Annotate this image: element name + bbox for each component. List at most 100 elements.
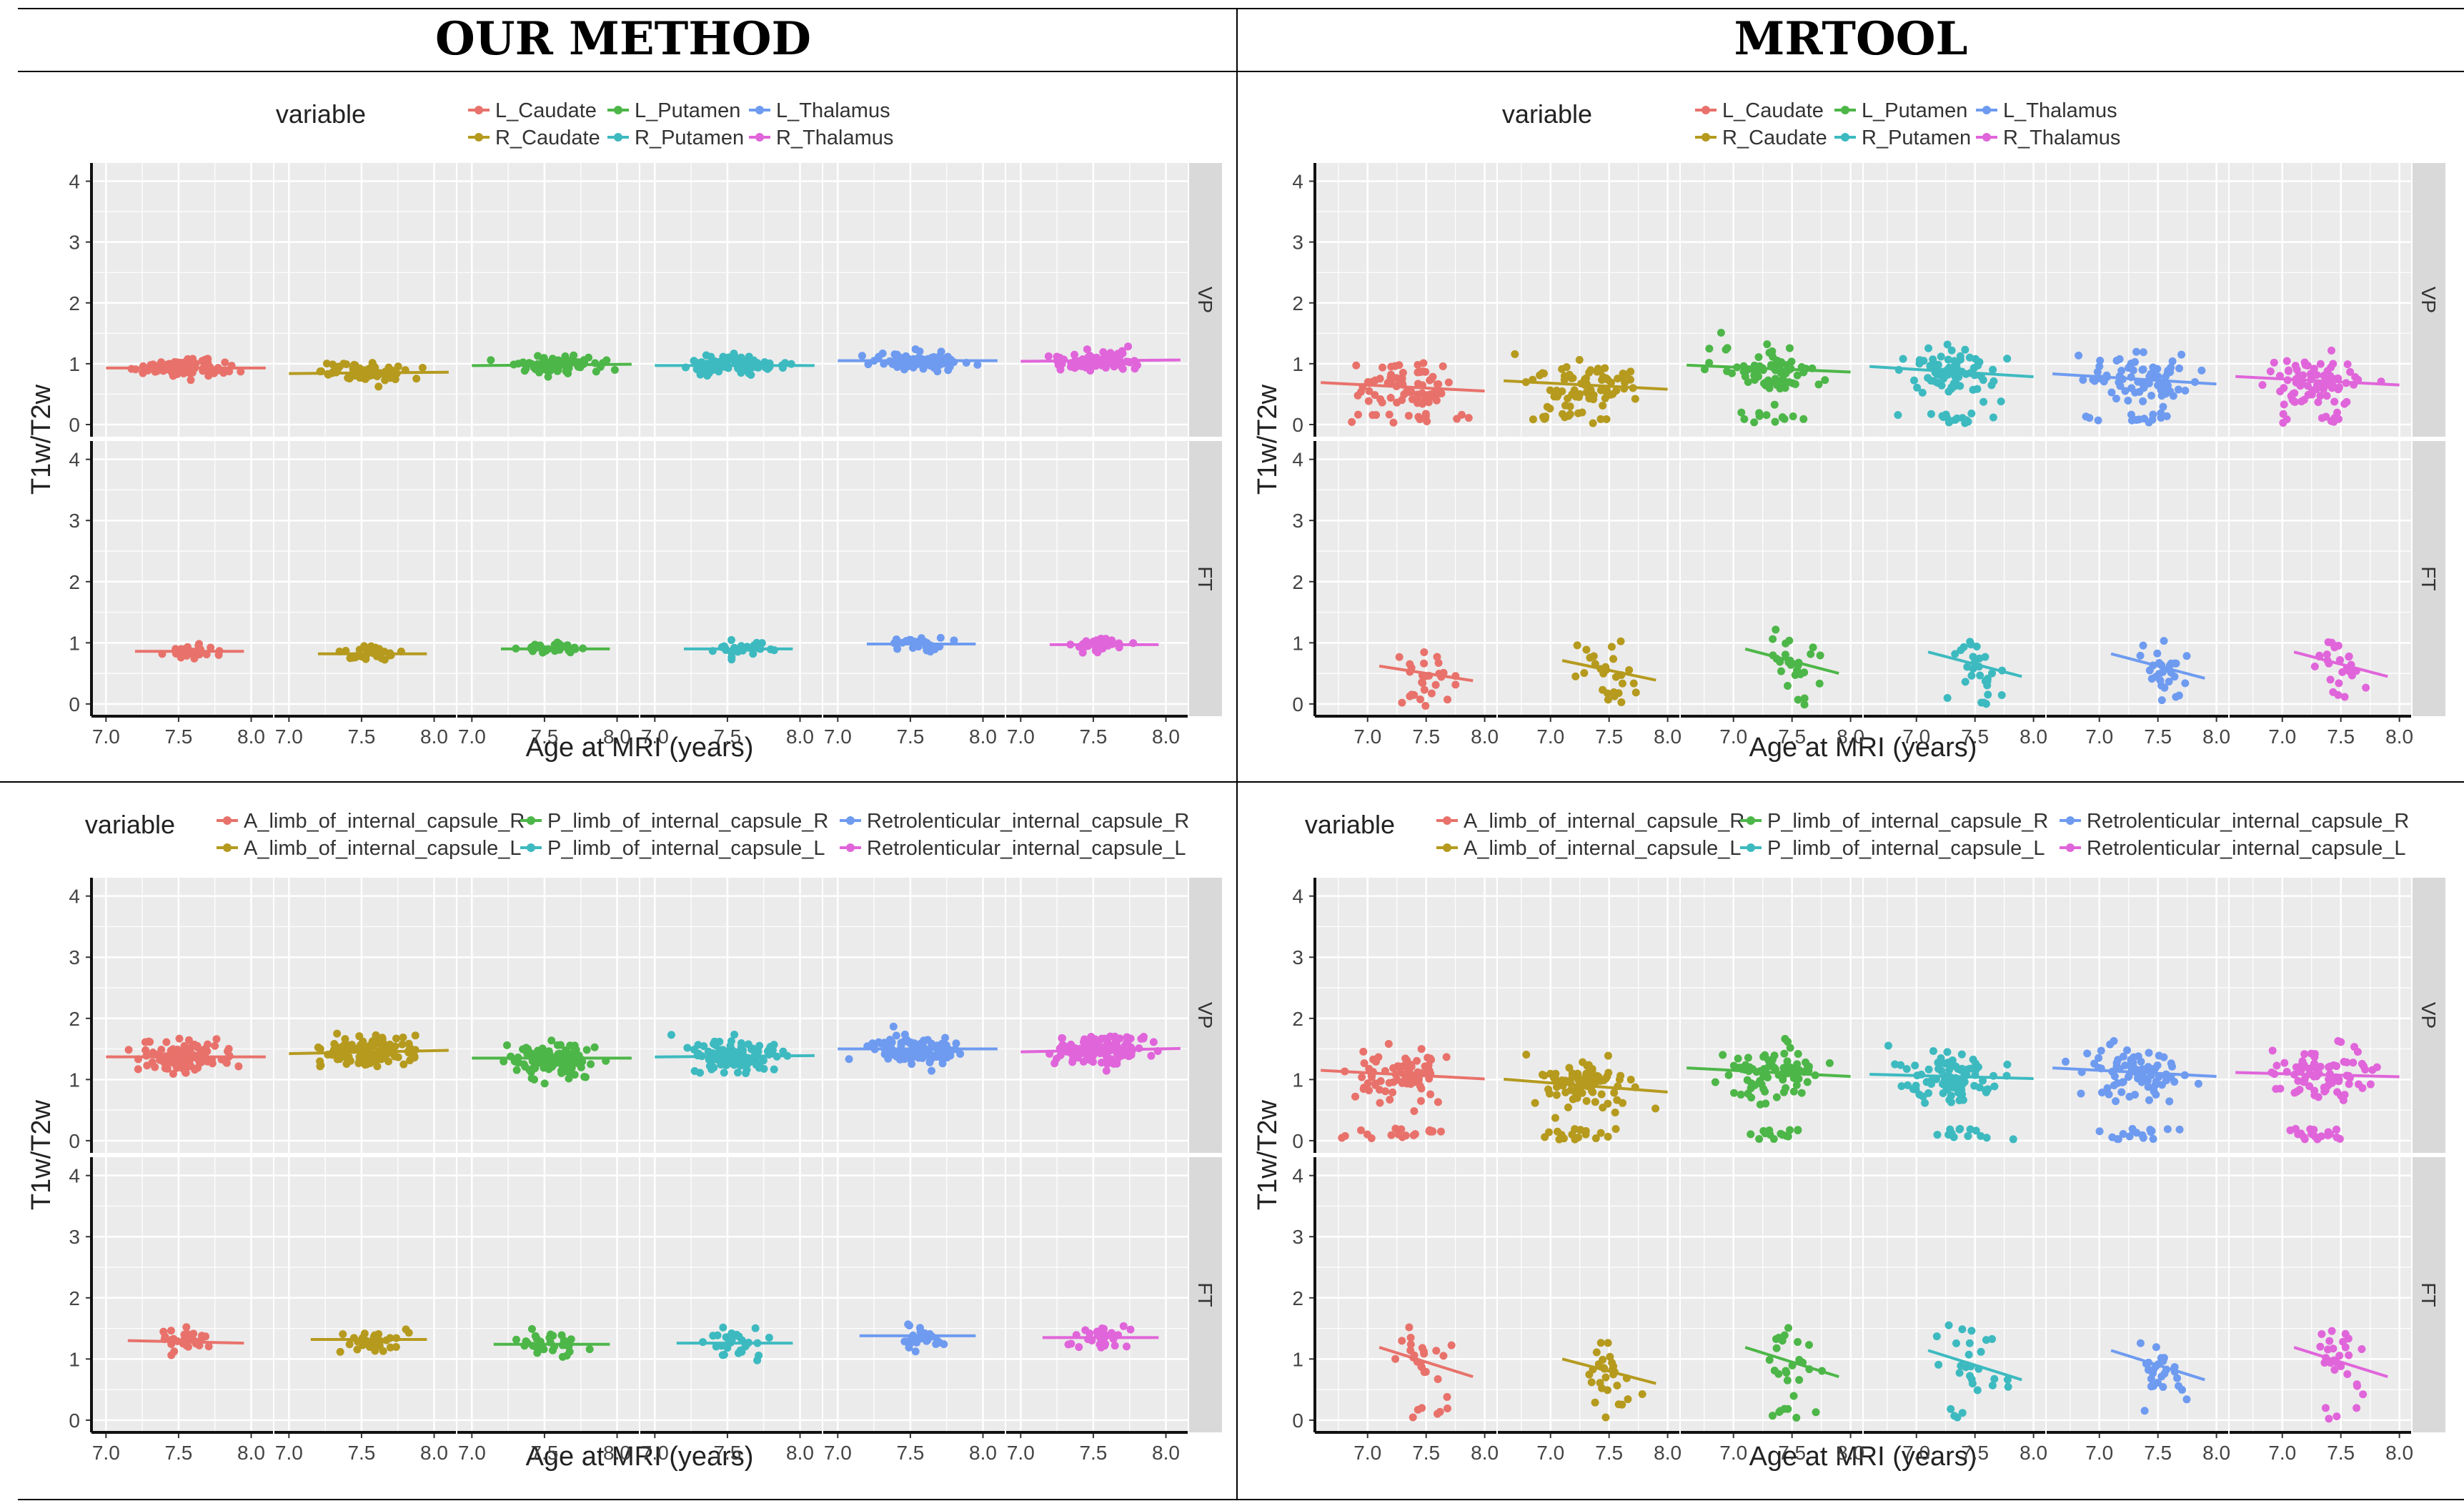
data-point [1565, 370, 1574, 379]
data-point [1781, 650, 1789, 659]
data-point [1791, 380, 1799, 389]
x-tick-label: 7.0 [641, 1442, 669, 1464]
x-tick-label: 7.5 [347, 725, 375, 748]
fit-line [1927, 1349, 2022, 1382]
data-point [2359, 1390, 2368, 1399]
data-point [2310, 1049, 2319, 1058]
data-point [535, 367, 543, 375]
data-point [384, 363, 393, 372]
data-point [1425, 1126, 1434, 1134]
data-point [374, 382, 383, 391]
facet-panel [1864, 441, 2045, 716]
data-point [1970, 1081, 1979, 1090]
data-point [333, 1029, 342, 1038]
data-point [1772, 1093, 1781, 1101]
y-tick-label: 0 [69, 414, 80, 436]
legend-key-point [614, 106, 622, 114]
data-point [1587, 1378, 1596, 1387]
data-point [146, 1038, 154, 1046]
data-point [2146, 1064, 2155, 1073]
legend-title: variable [85, 810, 175, 839]
data-point [2124, 396, 2132, 405]
data-point [1913, 383, 1922, 392]
data-point [915, 347, 924, 356]
data-point [945, 362, 954, 371]
x-tick-label: 7.0 [2085, 1442, 2113, 1464]
data-point [334, 362, 342, 371]
x-tick-label: 7.5 [1778, 1442, 1806, 1464]
data-point [2340, 1091, 2349, 1099]
y-tick-label: 4 [69, 449, 80, 471]
data-point [169, 1069, 177, 1078]
data-point [2333, 408, 2342, 417]
facet-strip [2413, 163, 2445, 437]
data-point [2333, 1133, 2341, 1141]
data-point [667, 1031, 675, 1039]
data-point [1787, 357, 1796, 366]
data-point [1769, 352, 1777, 361]
x-tick-label: 8.0 [2385, 1442, 2413, 1464]
data-point [2325, 1063, 2333, 1071]
data-point [1947, 346, 1956, 355]
data-point [1434, 658, 1443, 667]
data-point [1426, 1090, 1435, 1099]
data-point [1348, 417, 1356, 426]
data-point [533, 1349, 542, 1357]
data-point [1405, 1061, 1414, 1070]
data-point [2310, 1059, 2318, 1068]
data-point [1929, 377, 1938, 385]
x-tick-label: 8.0 [969, 725, 997, 748]
data-point [1376, 1099, 1384, 1107]
legend-key-point [1702, 133, 1710, 142]
data-point [2112, 395, 2120, 403]
data-point [2272, 1061, 2281, 1070]
data-point [1972, 1059, 1980, 1068]
x-tick-label: 7.5 [1961, 1442, 1989, 1464]
panel-background [2230, 878, 2411, 1153]
data-point [2095, 1127, 2104, 1136]
legend-key-point [755, 133, 764, 142]
data-point [1984, 690, 1992, 699]
data-point [938, 1059, 947, 1068]
data-point [322, 360, 331, 368]
data-point [1407, 690, 1416, 699]
panel-background [1681, 163, 1862, 437]
x-tick-label: 7.0 [824, 725, 852, 748]
panel-background [2230, 1157, 2411, 1432]
data-point [1795, 1355, 1804, 1364]
data-point [1125, 1052, 1133, 1061]
data-point [909, 644, 918, 653]
data-point [751, 1324, 760, 1332]
data-point [753, 1356, 762, 1364]
data-point [1990, 1082, 1999, 1091]
data-point [1924, 344, 1933, 352]
y-tick-label: 3 [69, 510, 80, 532]
fit-line [655, 1054, 815, 1059]
facet-panel [1498, 1157, 1679, 1432]
data-point [1909, 1085, 1917, 1094]
legend-label: Retrolenticular_internal_capsule_L [867, 837, 1186, 860]
data-point [1915, 360, 1924, 368]
data-point [1804, 1341, 1813, 1349]
data-point [1997, 690, 2006, 699]
data-point [167, 1327, 175, 1335]
data-point [391, 375, 399, 384]
data-point [2177, 350, 2186, 359]
data-point [1902, 1065, 1911, 1074]
panel-background [274, 441, 456, 716]
data-point [1926, 362, 1934, 370]
data-point [930, 645, 939, 653]
data-point [1793, 371, 1802, 380]
x-tick-label: 8.0 [1837, 725, 1864, 748]
data-point [1570, 386, 1579, 395]
data-point [1369, 1055, 1378, 1064]
data-point [2145, 379, 2153, 387]
data-point [1770, 1366, 1779, 1374]
data-point [2328, 1327, 2336, 1335]
facet-strip [2413, 441, 2445, 716]
data-point [1414, 390, 1422, 399]
data-point [563, 641, 572, 650]
data-point [2354, 1080, 2363, 1089]
facet-panel [2047, 163, 2228, 437]
data-point [2291, 362, 2300, 370]
